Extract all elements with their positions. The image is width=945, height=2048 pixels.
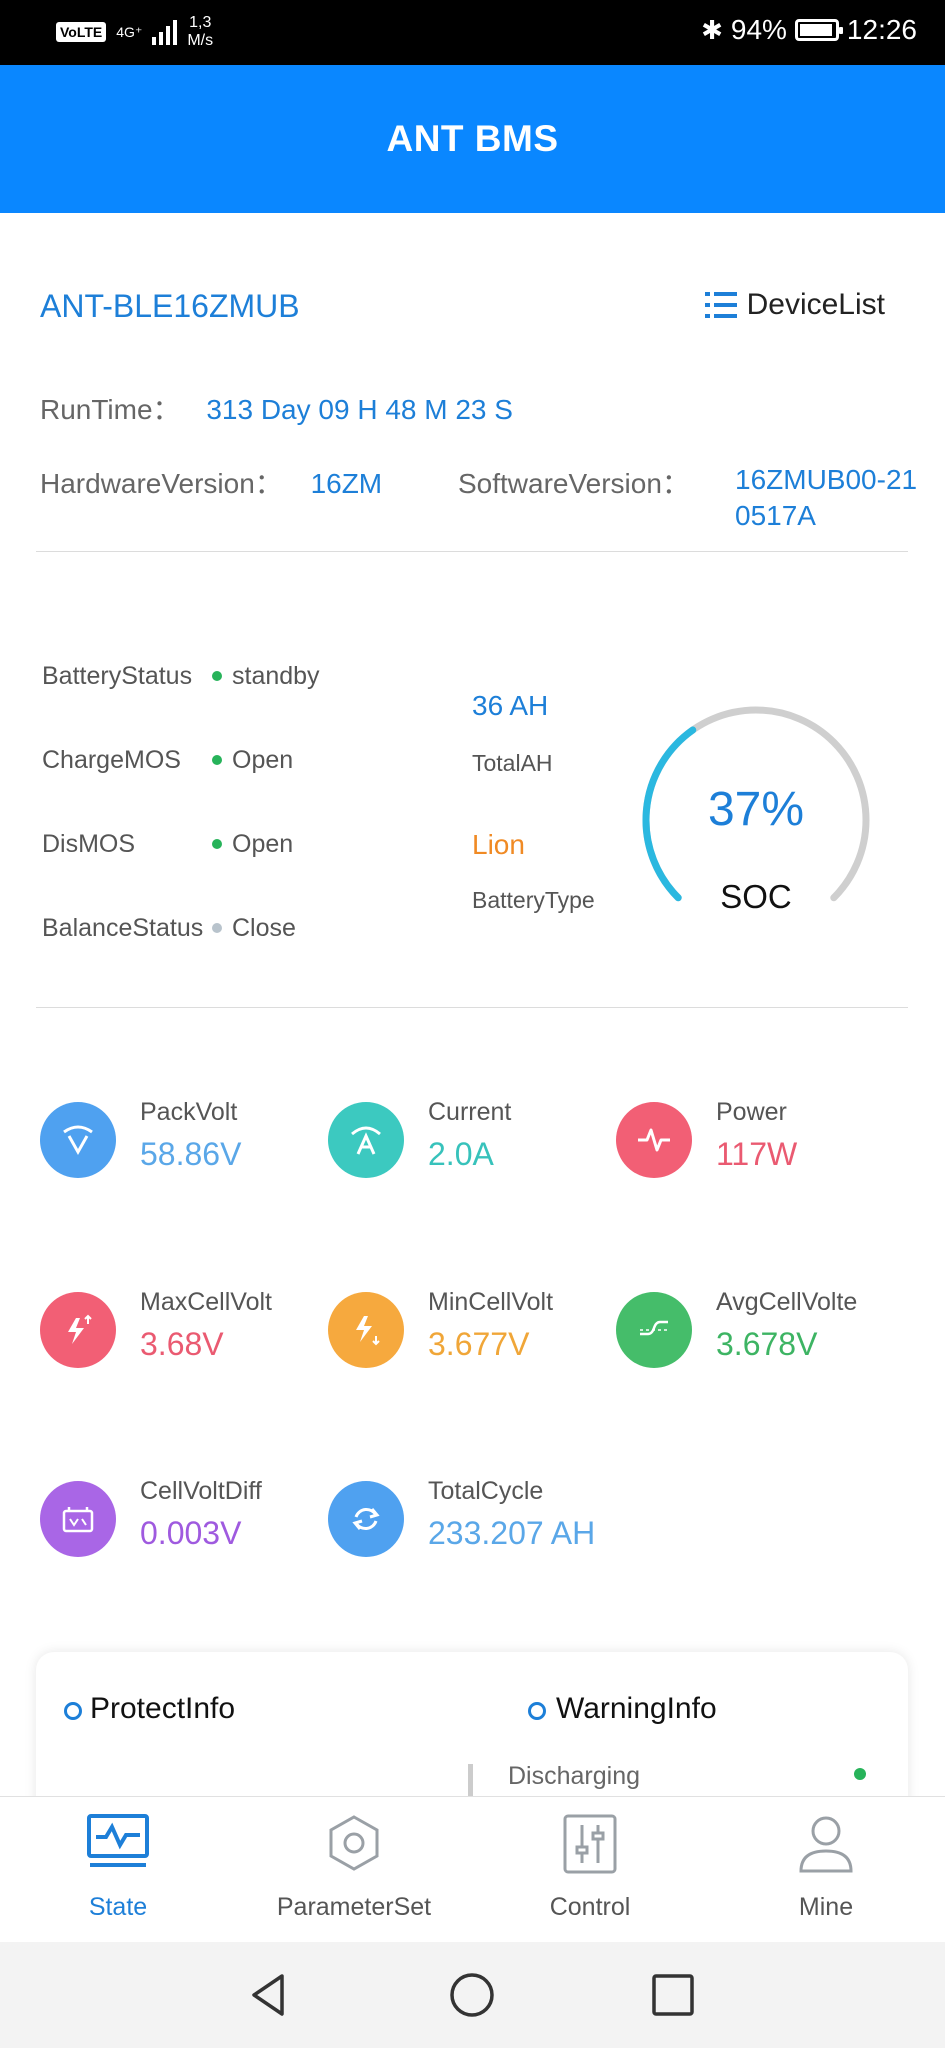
total-ah-value: 36 AH: [472, 690, 549, 721]
metric-power: Power 117W: [616, 1098, 896, 1178]
divider: [36, 551, 908, 552]
current-icon: [328, 1102, 404, 1178]
network-type: 4G⁺: [116, 24, 143, 40]
status-dot: [212, 923, 222, 933]
status-item: BatteryStatus standby: [42, 662, 320, 690]
home-button[interactable]: [449, 1972, 495, 2023]
soc-gauge: 37% SOC: [636, 700, 876, 940]
tab-mine[interactable]: Mine: [708, 1797, 944, 1943]
hardware-version-label: HardwareVersion：: [40, 468, 283, 499]
system-navigation-bar: [0, 1942, 945, 2048]
metric-max-cell-volt: MaxCellVolt 3.68V: [40, 1288, 320, 1368]
recents-icon: [652, 1974, 694, 2016]
metric-avg-cell-volt: AvgCellVolte 3.678V: [616, 1288, 896, 1368]
metric-min-cell-volt: MinCellVolt 3.677V: [328, 1288, 608, 1368]
protect-info-title: ProtectInfo: [90, 1692, 236, 1725]
capacity-info: 36 AH TotalAH Lion BatteryType: [472, 690, 595, 914]
user-icon: [796, 1813, 856, 1880]
total-ah-label: TotalAH: [472, 750, 553, 776]
metric-total-cycle: TotalCycle 233.207 AH: [328, 1477, 608, 1557]
software-version-label: SoftwareVersion：: [458, 468, 690, 499]
warning-item-label: Discharging: [508, 1762, 641, 1790]
status-dot: [212, 839, 222, 849]
home-icon: [450, 1973, 494, 2017]
avg-cell-icon: [616, 1292, 692, 1368]
metric-pack-volt: PackVolt 58.86V: [40, 1098, 320, 1178]
device-name: ANT-BLE16ZMUB: [40, 288, 300, 324]
device-list-button[interactable]: DeviceList: [704, 288, 885, 322]
battery-type-value: Lion: [472, 829, 525, 860]
hardware-version-value: 16ZM: [310, 468, 383, 499]
protect-info-marker-icon: [64, 1702, 82, 1720]
bottom-tab-bar: State ParameterSet Control Mine: [0, 1796, 945, 1943]
runtime-value: 313 Day 09 H 48 M 23 S: [206, 394, 513, 425]
back-button[interactable]: [246, 1972, 292, 2023]
max-cell-icon: [40, 1292, 116, 1368]
recents-button[interactable]: [650, 1972, 696, 2023]
battery-icon: [794, 19, 843, 41]
cycle-icon: [328, 1481, 404, 1557]
voltage-icon: [40, 1102, 116, 1178]
soc-percent: 37%: [707, 783, 805, 836]
status-dot: [212, 671, 222, 681]
bluetooth-icon: ✱: [701, 14, 723, 45]
warning-info-title: WarningInfo: [556, 1692, 717, 1725]
soc-label: SOC: [720, 878, 792, 915]
soc-gauge-fill: [642, 726, 697, 902]
clock: 12:26: [846, 14, 917, 45]
software-version-value: 16ZMUB00-21 0517A: [735, 464, 918, 531]
app-header: ANT BMS: [0, 65, 945, 213]
volte-badge: VoLTE: [56, 22, 107, 42]
parameter-icon: [324, 1813, 384, 1878]
status-item: ChargeMOS Open: [42, 746, 294, 774]
divider: [36, 1007, 908, 1008]
status-item: BalanceStatus Close: [42, 914, 296, 942]
tab-control[interactable]: Control: [472, 1797, 708, 1943]
divider: [468, 1764, 473, 1804]
network-speed: 1,3 M/s: [187, 14, 214, 49]
runtime-label: RunTime：: [40, 394, 181, 425]
warning-item-status-dot: [854, 1768, 866, 1780]
metric-current: Current 2.0A: [328, 1098, 608, 1178]
battery-type-label: BatteryType: [472, 887, 595, 913]
warning-info-marker-icon: [528, 1702, 546, 1720]
control-icon: [560, 1813, 620, 1880]
status-item: DisMOS Open: [42, 830, 294, 858]
back-icon: [252, 1974, 284, 2016]
device-list-label: DeviceList: [746, 288, 885, 321]
battery-percent: 94%: [730, 14, 787, 45]
min-cell-icon: [328, 1292, 404, 1368]
system-status-bar: VoLTE 4G⁺ 1,3 M/s ✱ 94% 12:26: [0, 0, 945, 65]
signal-icon: [152, 19, 178, 45]
tab-parameter-set[interactable]: ParameterSet: [236, 1797, 472, 1943]
metric-cell-volt-diff: CellVoltDiff 0.003V: [40, 1477, 320, 1557]
app-title: ANT BMS: [386, 118, 559, 159]
battery-status-list: BatteryStatus standby ChargeMOS Open Dis…: [42, 662, 372, 998]
list-icon: [704, 292, 737, 318]
runtime-row: RunTime： 313 Day 09 H 48 M 23 S: [40, 388, 513, 428]
status-dot: [212, 755, 222, 765]
tab-state[interactable]: State: [0, 1797, 236, 1943]
state-icon: [86, 1813, 150, 1874]
cell-diff-icon: [40, 1481, 116, 1557]
power-icon: [616, 1102, 692, 1178]
hardware-version-row: HardwareVersion： 16ZM: [40, 462, 382, 502]
